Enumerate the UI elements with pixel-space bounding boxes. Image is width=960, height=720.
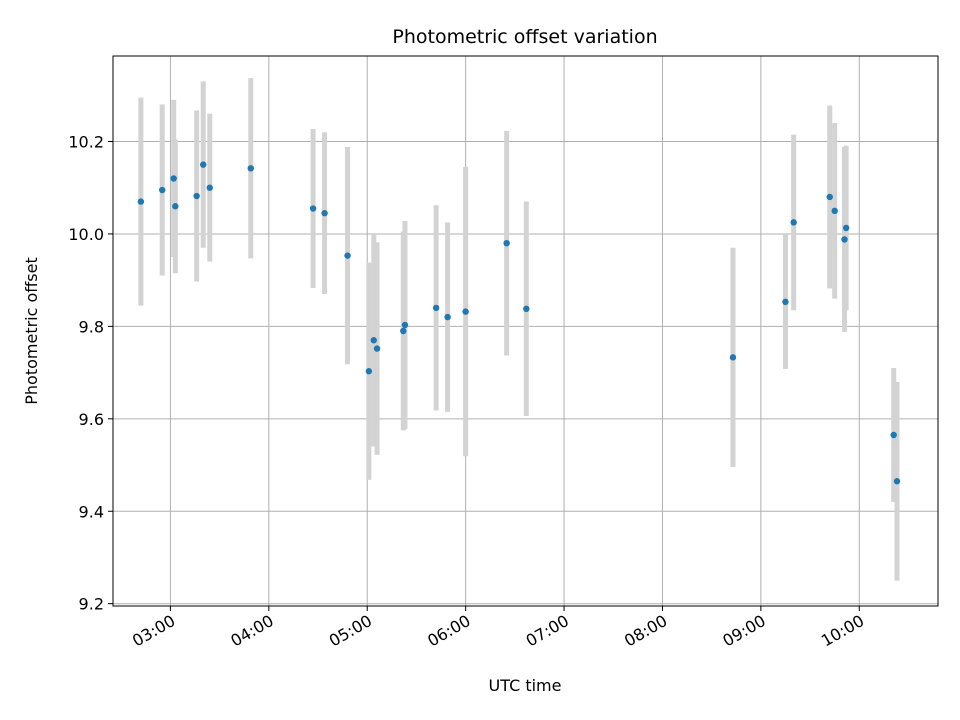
y-axis-ticks: 9.2 9.4 9.6 9.8 10.0 10.2 <box>68 133 113 614</box>
data-point <box>523 305 530 313</box>
data-point <box>790 219 797 226</box>
data-points <box>137 161 901 485</box>
data-point <box>373 345 381 352</box>
data-point <box>365 368 373 375</box>
data-point <box>309 205 317 212</box>
data-point <box>170 175 177 182</box>
data-point <box>462 308 469 315</box>
data-point <box>206 184 213 191</box>
data-point <box>137 198 145 205</box>
x-axis-label: UTC time <box>489 676 562 695</box>
y-tick-label: 9.2 <box>79 595 104 614</box>
data-point <box>370 337 377 344</box>
chart-title: Photometric offset variation <box>392 26 657 48</box>
data-point <box>890 431 897 439</box>
data-point <box>344 252 351 259</box>
data-point <box>831 207 838 215</box>
data-point <box>782 298 789 306</box>
data-point <box>247 165 254 172</box>
data-point <box>841 236 848 243</box>
data-point <box>193 192 200 200</box>
data-point <box>200 161 207 168</box>
plot-frame <box>112 55 939 607</box>
y-tick-label: 9.4 <box>79 502 104 521</box>
y-tick-label: 9.6 <box>79 410 104 429</box>
y-tick-label: 9.8 <box>79 317 104 336</box>
data-point <box>893 478 901 485</box>
data-point <box>400 327 407 335</box>
data-point <box>444 313 451 321</box>
y-axis-label: Photometric offset <box>22 257 41 405</box>
data-point <box>826 193 833 201</box>
data-point <box>321 209 328 217</box>
data-point <box>842 224 850 232</box>
data-point <box>172 203 179 210</box>
data-point <box>729 354 737 361</box>
data-point <box>159 186 166 194</box>
y-tick-label: 10.2 <box>68 133 104 152</box>
data-point <box>503 239 510 247</box>
data-point <box>401 321 409 329</box>
y-tick-label: 10.0 <box>68 225 104 244</box>
data-point <box>432 304 440 312</box>
